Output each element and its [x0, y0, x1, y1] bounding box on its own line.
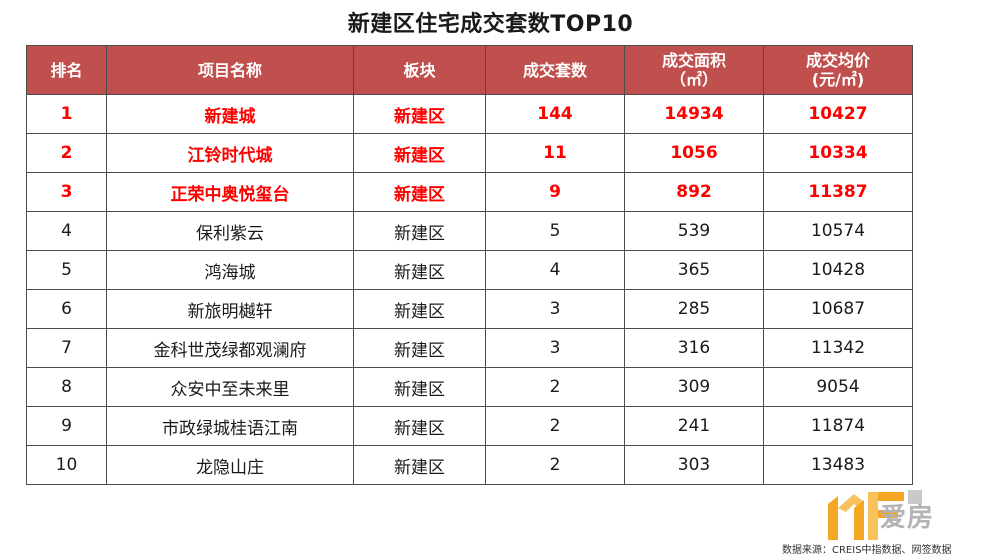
cell-area: 365 [624, 250, 764, 290]
cell-rank: 4 [26, 211, 107, 251]
header-block: 板块 [353, 45, 486, 95]
table-row: 2 江铃时代城 新建区 11 1056 10334 [26, 133, 913, 173]
cell-units: 3 [485, 328, 625, 368]
header-units: 成交套数 [485, 45, 625, 95]
table-header-row: 排名 项目名称 板块 成交套数 成交面积 （㎡） 成交均价 (元/㎡) [26, 45, 913, 95]
cell-price: 10687 [763, 289, 913, 329]
header-price: 成交均价 (元/㎡) [763, 45, 913, 95]
cell-units: 144 [485, 94, 625, 134]
cell-block: 新建区 [353, 289, 486, 329]
table-row: 1 新建城 新建区 144 14934 10427 [26, 94, 913, 134]
cell-price: 10428 [763, 250, 913, 290]
cell-price: 11874 [763, 406, 913, 446]
table-row: 5 鸿海城 新建区 4 365 10428 [26, 250, 913, 290]
table-row: 7 金科世茂绿都观澜府 新建区 3 316 11342 [26, 328, 913, 368]
data-source-note: 数据来源：CREIS中指数据、网签数据 [782, 545, 952, 556]
cell-block: 新建区 [353, 406, 486, 446]
brand-logo [828, 490, 922, 540]
header-price-unit: (元/㎡) [811, 70, 865, 89]
cell-units: 3 [485, 289, 625, 329]
cell-units: 5 [485, 211, 625, 251]
cell-project: 众安中至未来里 [106, 367, 354, 407]
cell-project: 江铃时代城 [106, 133, 354, 173]
cell-area: 14934 [624, 94, 764, 134]
table-row: 4 保利紫云 新建区 5 539 10574 [26, 211, 913, 251]
cell-project: 新建城 [106, 94, 354, 134]
ranking-table: 排名 项目名称 板块 成交套数 成交面积 （㎡） 成交均价 (元/㎡) 1 新建… [26, 45, 913, 485]
table-row: 3 正荣中奥悦玺台 新建区 9 892 11387 [26, 172, 913, 212]
cell-project: 鸿海城 [106, 250, 354, 290]
cell-block: 新建区 [353, 211, 486, 251]
house-icon [828, 490, 922, 540]
cell-rank: 3 [26, 172, 107, 212]
table-row: 9 市政绿城桂语江南 新建区 2 241 11874 [26, 406, 913, 446]
cell-rank: 2 [26, 133, 107, 173]
cell-rank: 7 [26, 328, 107, 368]
table-row: 6 新旅明樾轩 新建区 3 285 10687 [26, 289, 913, 329]
cell-units: 2 [485, 406, 625, 446]
cell-project: 金科世茂绿都观澜府 [106, 328, 354, 368]
cell-block: 新建区 [353, 172, 486, 212]
cell-project: 龙隐山庄 [106, 445, 354, 485]
cell-rank: 1 [26, 94, 107, 134]
cell-area: 285 [624, 289, 764, 329]
cell-units: 2 [485, 367, 625, 407]
cell-units: 9 [485, 172, 625, 212]
cell-block: 新建区 [353, 367, 486, 407]
table-row: 8 众安中至未来里 新建区 2 309 9054 [26, 367, 913, 407]
header-rank: 排名 [26, 45, 107, 95]
table-row: 10 龙隐山庄 新建区 2 303 13483 [26, 445, 913, 485]
page-title: 新建区住宅成交套数TOP10 [347, 12, 634, 37]
cell-units: 11 [485, 133, 625, 173]
cell-price: 10574 [763, 211, 913, 251]
cell-price: 10334 [763, 133, 913, 173]
cell-rank: 5 [26, 250, 107, 290]
cell-rank: 8 [26, 367, 107, 407]
cell-price: 13483 [763, 445, 913, 485]
cell-rank: 6 [26, 289, 107, 329]
cell-units: 4 [485, 250, 625, 290]
cell-area: 241 [624, 406, 764, 446]
cell-project: 正荣中奥悦玺台 [106, 172, 354, 212]
header-area-label: 成交面积 [661, 51, 726, 70]
cell-price: 11342 [763, 328, 913, 368]
cell-price: 9054 [763, 367, 913, 407]
cell-project: 新旅明樾轩 [106, 289, 354, 329]
cell-project: 保利紫云 [106, 211, 354, 251]
cell-price: 10427 [763, 94, 913, 134]
cell-price: 11387 [763, 172, 913, 212]
cell-area: 539 [624, 211, 764, 251]
cell-units: 2 [485, 445, 625, 485]
logo-wordmark: 爱房 [880, 503, 935, 533]
cell-rank: 9 [26, 406, 107, 446]
header-project: 项目名称 [106, 45, 354, 95]
cell-area: 316 [624, 328, 764, 368]
cell-area: 892 [624, 172, 764, 212]
cell-block: 新建区 [353, 328, 486, 368]
header-area-unit: （㎡） [669, 70, 718, 89]
cell-block: 新建区 [353, 445, 486, 485]
header-area: 成交面积 （㎡） [624, 45, 764, 95]
cell-rank: 10 [26, 445, 107, 485]
cell-block: 新建区 [353, 133, 486, 173]
cell-block: 新建区 [353, 250, 486, 290]
cell-block: 新建区 [353, 94, 486, 134]
cell-area: 1056 [624, 133, 764, 173]
cell-project: 市政绿城桂语江南 [106, 406, 354, 446]
cell-area: 303 [624, 445, 764, 485]
cell-area: 309 [624, 367, 764, 407]
header-price-label: 成交均价 [805, 51, 870, 70]
